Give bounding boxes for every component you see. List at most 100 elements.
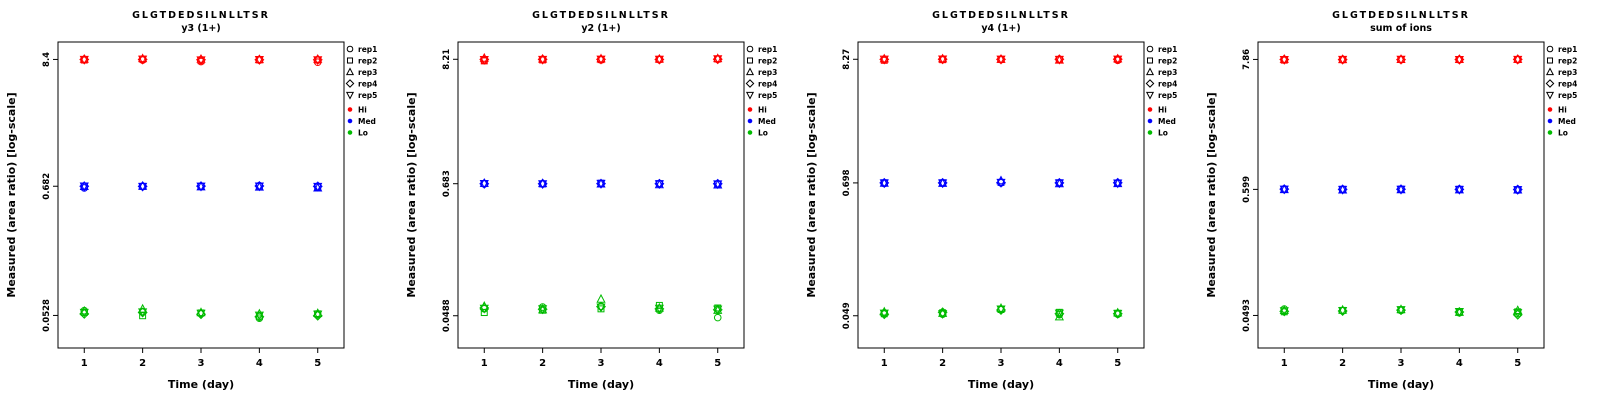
legend-rep-symbol [1546, 45, 1554, 53]
data-point [1454, 54, 1464, 63]
x-tick-label: 4 [1456, 358, 1463, 369]
data-point [1279, 307, 1289, 317]
legend-rep-symbol [1546, 57, 1554, 64]
data-point [479, 56, 489, 65]
legend-rep-label: rep3 [758, 68, 777, 77]
x-tick-label: 4 [1056, 358, 1063, 369]
x-tick-label: 1 [881, 358, 888, 369]
data-point [996, 55, 1006, 65]
data-point [538, 178, 548, 188]
y-tick-label: 8.27 [842, 49, 852, 70]
legend-rep-symbol [1146, 57, 1154, 64]
legend-rep-symbol [1545, 91, 1555, 100]
y-tick-label: 0.683 [442, 170, 452, 197]
data-point [79, 308, 89, 318]
y-tick-label: 8.21 [442, 49, 452, 70]
data-point [879, 179, 889, 189]
legend-rep-label: rep5 [1558, 91, 1577, 100]
data-point [1513, 55, 1523, 65]
data-point [938, 310, 948, 319]
plot-box [57, 41, 345, 349]
data-point [1054, 179, 1064, 189]
legend-level-symbol [1547, 107, 1553, 112]
data-point [79, 308, 90, 319]
plot-title: GLGTDEDSILNLLTSR [1332, 10, 1470, 21]
y-tick-label: 0.698 [842, 169, 852, 196]
data-point [1513, 186, 1523, 196]
data-point [196, 56, 206, 66]
plot-subtitle: y2 (1+) [581, 23, 620, 34]
legend-level-symbol [1147, 107, 1153, 112]
data-point [596, 179, 606, 189]
x-tick-label: 5 [714, 358, 721, 369]
y-axis-label: Measured (area ratio) [log-scale] [405, 92, 418, 297]
data-point [254, 311, 264, 321]
data-point [313, 56, 323, 66]
legend-rep-label: rep3 [358, 68, 377, 77]
data-point [1113, 309, 1123, 319]
x-tick-label: 3 [998, 358, 1005, 369]
legend-rep-symbol [1145, 67, 1155, 76]
x-tick-label: 2 [939, 358, 946, 369]
data-point [138, 180, 148, 190]
x-tick-label: 5 [314, 358, 321, 369]
plot-box [1257, 41, 1545, 349]
data-point [938, 53, 948, 63]
legend-level-label: Lo [1558, 129, 1568, 138]
data-point [1454, 307, 1464, 317]
legend-rep-label: rep2 [758, 57, 777, 66]
legend-rep-symbol [345, 91, 355, 100]
data-point [1054, 309, 1064, 319]
data-point [196, 182, 206, 192]
x-tick-label: 4 [656, 358, 663, 369]
x-tick-label: 5 [1514, 358, 1521, 369]
data-point [479, 179, 489, 189]
data-point [713, 305, 723, 315]
data-point [1338, 307, 1348, 316]
data-point [138, 182, 148, 192]
legend-rep-label: rep2 [1558, 57, 1577, 66]
data-point [79, 55, 89, 65]
chart-panel: GLGTDEDSILNLLTSR sum of ions 1 2 3 4 5 Time (da… [1200, 0, 1600, 400]
plot-subtitle: y4 (1+) [981, 23, 1020, 34]
legend-level-symbol [1147, 118, 1153, 124]
data-point [654, 304, 664, 314]
plot-title: GLGTDEDSILNLLTSR [932, 10, 1070, 21]
legend-rep-symbol [745, 79, 755, 88]
data-point [1113, 55, 1123, 65]
y-tick-label: 7.86 [1242, 49, 1252, 70]
y-tick-label: 0.0528 [42, 299, 52, 332]
data-point [713, 313, 722, 322]
y-tick-label: 0.049 [842, 302, 852, 329]
data-point [1279, 185, 1289, 195]
legend-level-symbol [1147, 130, 1153, 135]
x-axis-label: Time (day) [568, 378, 634, 391]
data-point [138, 308, 148, 318]
data-point [596, 55, 606, 65]
legend-rep-label: rep5 [758, 91, 777, 100]
legend-rep-symbol [346, 57, 354, 64]
x-tick-label: 2 [139, 358, 146, 369]
data-point [1279, 305, 1289, 315]
legend-rep-label: rep4 [1158, 80, 1177, 89]
data-point [538, 55, 548, 65]
chart-panel: GLGTDEDSILNLLTSR y4 (1+) 1 2 3 4 5 Time (day) 8.… [800, 0, 1200, 400]
data-point [196, 53, 206, 63]
data-point [654, 302, 664, 312]
data-point [1113, 179, 1123, 189]
legend-level-symbol [347, 130, 353, 135]
legend-rep-symbol [746, 57, 754, 64]
x-tick-label: 2 [539, 358, 546, 369]
data-point [1396, 55, 1406, 65]
legend-rep-symbol [1545, 79, 1555, 88]
legend-rep-label: rep4 [1558, 80, 1577, 89]
legend-rep-label: rep5 [358, 91, 377, 100]
data-point [1279, 53, 1289, 63]
data-point [1338, 55, 1348, 65]
data-point [254, 54, 264, 64]
data-point [254, 308, 264, 318]
y-tick-label: 8.4 [42, 52, 52, 67]
legend-level-label: Lo [758, 129, 768, 138]
plot-box [857, 41, 1145, 349]
